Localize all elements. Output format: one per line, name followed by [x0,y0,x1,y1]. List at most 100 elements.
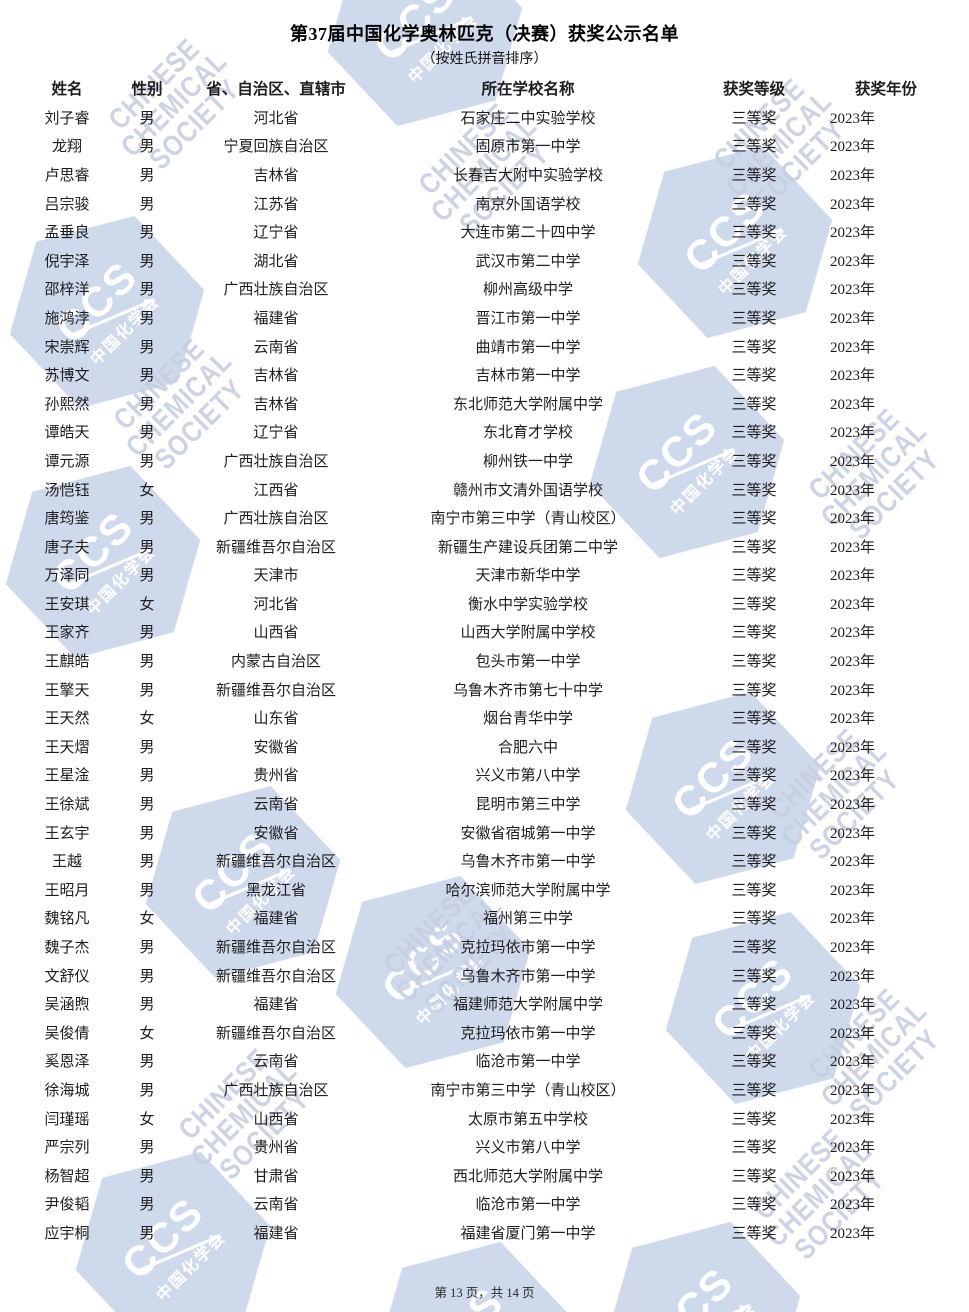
student-province: 辽宁省 [253,225,299,242]
award-level: 三等奖 [731,854,777,871]
award-level: 三等奖 [731,1082,777,1099]
award-year: 2023年 [830,167,876,184]
student-province: 吉林省 [253,368,299,385]
table-row: 王徐斌 男 云南省 昆明市第三中学 三等奖 2023年 [0,789,969,818]
student-gender: 女 [139,1025,155,1042]
student-school: 柳州铁一中学 [482,453,573,470]
student-gender: 男 [139,139,155,156]
student-province: 黑龙江省 [245,882,306,899]
student-province: 广西壮族自治区 [223,453,329,470]
student-province: 甘肃省 [253,1168,299,1185]
award-year: 2023年 [830,282,876,299]
student-name: 徐海城 [44,1082,90,1099]
student-province: 广西壮族自治区 [223,1082,329,1099]
student-school: 烟台青华中学 [482,711,573,728]
student-name: 苏博文 [44,368,90,385]
student-gender: 男 [139,425,155,442]
award-year: 2023年 [830,825,876,842]
table-row: 王家齐 男 山西省 山西大学附属中学校 三等奖 2023年 [0,618,969,647]
table-row: 孙熙然 男 吉林省 东北师范大学附属中学 三等奖 2023年 [0,389,969,418]
student-gender: 男 [139,968,155,985]
table-row: 谭皓天 男 辽宁省 东北育才学校 三等奖 2023年 [0,418,969,447]
student-school: 西北师范大学附属中学 [452,1168,603,1185]
student-gender: 男 [139,368,155,385]
student-school: 福州第三中学 [482,911,573,928]
student-gender: 女 [139,911,155,928]
award-level: 三等奖 [731,625,777,642]
page-number-footer: 第 13 页，共 14 页 [434,1286,535,1300]
student-gender: 男 [139,768,155,785]
award-year: 2023年 [830,911,876,928]
student-gender: 女 [139,711,155,728]
student-gender: 男 [139,282,155,299]
student-gender: 男 [139,539,155,556]
student-province: 新疆维吾尔自治区 [215,539,336,556]
student-province: 广西壮族自治区 [223,511,329,528]
table-row: 万泽同 男 天津市 天津市新华中学 三等奖 2023年 [0,561,969,590]
student-name: 汤恺钰 [44,482,90,499]
student-name: 王天熠 [44,739,90,756]
student-name: 唐筠鉴 [44,511,90,528]
student-province: 广西壮族自治区 [223,282,329,299]
award-year: 2023年 [830,1054,876,1071]
table-row: 孟垂良 男 辽宁省 大连市第二十四中学 三等奖 2023年 [0,217,969,246]
award-year: 2023年 [830,854,876,871]
table-row: 王麒皓 男 内蒙古自治区 包头市第一中学 三等奖 2023年 [0,646,969,675]
student-province: 内蒙古自治区 [230,654,321,671]
award-year: 2023年 [830,625,876,642]
table-row: 谭元源 男 广西壮族自治区 柳州铁一中学 三等奖 2023年 [0,446,969,475]
award-year: 2023年 [830,1025,876,1042]
award-year: 2023年 [830,539,876,556]
student-name: 王徐斌 [44,797,90,814]
award-level: 三等奖 [731,1111,777,1128]
award-level: 三等奖 [731,482,777,499]
student-province: 湖北省 [253,253,299,270]
student-school: 临沧市第一中学 [475,1197,581,1214]
award-level: 三等奖 [731,768,777,785]
student-school: 包头市第一中学 [475,654,581,671]
award-year: 2023年 [830,711,876,728]
student-name: 宋崇辉 [44,339,90,356]
award-year: 2023年 [830,225,876,242]
student-school: 南宁市第三中学（青山校区） [430,511,626,528]
student-province: 安徽省 [253,739,299,756]
table-body: 刘子睿 男 河北省 石家庄二中实验学校 三等奖 2023年 龙翔 男 宁夏回族自… [0,103,969,1247]
award-level: 三等奖 [731,511,777,528]
award-level: 三等奖 [731,225,777,242]
award-level: 三等奖 [731,396,777,413]
award-level: 三等奖 [731,253,777,270]
award-level: 三等奖 [731,425,777,442]
student-name: 万泽同 [44,568,90,585]
student-name: 王昭月 [44,882,90,899]
student-school: 衡水中学实验学校 [467,596,588,613]
student-gender: 男 [139,654,155,671]
student-gender: 男 [139,225,155,242]
student-gender: 男 [139,568,155,585]
student-province: 山西省 [253,1111,299,1128]
award-level: 三等奖 [731,167,777,184]
student-province: 河北省 [253,596,299,613]
award-year: 2023年 [830,453,876,470]
award-level: 三等奖 [731,654,777,671]
student-gender: 男 [139,882,155,899]
student-name: 闫瑾瑶 [44,1111,90,1128]
award-year: 2023年 [830,139,876,156]
student-school: 固原市第一中学 [475,139,581,156]
table-row: 邵梓洋 男 广西壮族自治区 柳州高级中学 三等奖 2023年 [0,275,969,304]
table-row: 徐海城 男 广西壮族自治区 南宁市第三中学（青山校区） 三等奖 2023年 [0,1075,969,1104]
student-province: 云南省 [253,1197,299,1214]
student-school: 合肥六中 [497,739,558,756]
student-gender: 男 [139,167,155,184]
student-school: 福建省厦门第一中学 [460,1225,596,1242]
award-year: 2023年 [830,310,876,327]
student-school: 武汉市第二中学 [475,253,581,270]
award-level: 三等奖 [731,339,777,356]
student-province: 河北省 [253,110,299,127]
table-row: 唐子夫 男 新疆维吾尔自治区 新疆生产建设兵团第二中学 三等奖 2023年 [0,532,969,561]
table-row: 倪宇泽 男 湖北省 武汉市第二中学 三等奖 2023年 [0,246,969,275]
student-gender: 男 [139,453,155,470]
student-school: 乌鲁木齐市第七十中学 [452,682,603,699]
student-school: 东北师范大学附属中学 [452,396,603,413]
award-level: 三等奖 [731,196,777,213]
